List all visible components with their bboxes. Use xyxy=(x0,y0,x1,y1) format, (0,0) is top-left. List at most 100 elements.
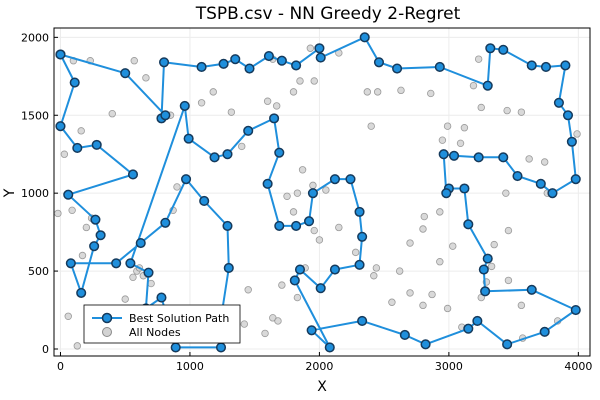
node-point xyxy=(573,130,581,138)
node-point xyxy=(517,301,526,310)
path-point xyxy=(95,230,106,241)
node-point xyxy=(197,99,206,107)
path-point xyxy=(314,43,325,54)
node-point xyxy=(261,329,269,338)
node-point xyxy=(73,342,82,350)
y-tick-label: 2000 xyxy=(21,31,49,44)
path-point xyxy=(55,121,66,132)
path-point xyxy=(158,57,170,68)
path-point xyxy=(215,342,227,353)
path-point xyxy=(222,220,233,231)
legend: Best Solution Path All Nodes xyxy=(83,304,241,344)
node-point xyxy=(130,57,138,65)
path-point xyxy=(463,323,474,334)
path-point xyxy=(473,152,484,163)
node-point xyxy=(298,166,307,174)
node-point xyxy=(460,124,469,132)
node-point xyxy=(540,158,549,166)
path-point xyxy=(526,284,537,295)
path-point xyxy=(438,149,449,160)
path-point xyxy=(223,262,234,274)
path-point xyxy=(181,174,192,185)
node-point xyxy=(438,136,447,144)
node-point xyxy=(310,226,318,235)
node-point xyxy=(525,155,533,163)
node-point xyxy=(60,150,69,158)
path-point xyxy=(329,174,340,185)
node-point xyxy=(420,212,428,221)
path-point xyxy=(441,188,452,199)
node-point xyxy=(238,142,246,151)
path-point xyxy=(566,136,577,147)
path-point xyxy=(143,267,154,278)
chart-title: TSPB.csv - NN Greedy 2-Regret xyxy=(195,4,461,24)
path-point xyxy=(179,100,190,111)
x-tick-label: 4000 xyxy=(564,360,592,373)
path-point xyxy=(160,217,171,228)
node-point xyxy=(173,183,181,191)
path-point xyxy=(170,342,181,353)
path-point xyxy=(65,258,76,269)
path-point xyxy=(263,50,274,62)
path-point xyxy=(449,150,460,161)
path-point xyxy=(294,264,306,275)
node-point xyxy=(108,110,116,118)
path-point xyxy=(498,44,509,55)
path-point xyxy=(156,292,167,303)
node-point xyxy=(490,240,498,249)
node-point xyxy=(406,289,414,297)
path-point xyxy=(291,220,302,231)
path-point xyxy=(485,43,496,54)
y-axis-label: Y xyxy=(2,188,18,198)
node-point xyxy=(443,304,452,313)
y-tick-label: 500 xyxy=(28,265,49,278)
node-point xyxy=(456,139,465,148)
path-point xyxy=(135,237,146,249)
node-point xyxy=(209,88,217,96)
path-point xyxy=(76,287,87,298)
plot-frame xyxy=(53,27,591,357)
y-tick-label: 1000 xyxy=(21,187,49,200)
node-point xyxy=(121,295,129,303)
node-point xyxy=(406,239,414,247)
path-point xyxy=(111,258,122,269)
node-point xyxy=(367,122,375,130)
path-point xyxy=(304,216,315,227)
path-point xyxy=(72,142,83,154)
node-point xyxy=(363,88,372,96)
path-point xyxy=(244,63,255,74)
node-point xyxy=(419,301,427,310)
x-tick-label: 3000 xyxy=(435,360,463,373)
path-point xyxy=(276,55,287,66)
path-point xyxy=(535,178,546,189)
node-point xyxy=(64,312,72,320)
node-point xyxy=(293,293,302,302)
node-point xyxy=(289,208,298,216)
path-point xyxy=(315,52,326,63)
node-point xyxy=(82,223,91,232)
path-point xyxy=(306,325,317,336)
path-point xyxy=(502,339,513,350)
path-point xyxy=(89,241,100,252)
x-tick-label: 1000 xyxy=(176,360,204,373)
x-axis-label: X xyxy=(317,379,327,395)
path-point xyxy=(540,61,552,73)
node-point xyxy=(397,86,405,95)
path-point xyxy=(183,133,194,144)
path-point xyxy=(91,139,102,150)
path-point xyxy=(196,61,207,73)
path-point xyxy=(472,315,483,326)
node-point xyxy=(54,209,62,218)
path-point xyxy=(562,110,574,121)
node-point xyxy=(315,236,324,244)
path-point xyxy=(526,60,537,71)
path-point xyxy=(274,147,285,158)
node-point xyxy=(244,286,252,294)
path-point xyxy=(55,49,66,60)
path-point xyxy=(373,57,385,68)
node-point xyxy=(427,89,435,98)
x-tick-label: 2000 xyxy=(305,360,333,373)
path-point xyxy=(434,61,445,73)
legend-label-path: Best Solution Path xyxy=(129,312,229,325)
node-point xyxy=(142,74,150,82)
